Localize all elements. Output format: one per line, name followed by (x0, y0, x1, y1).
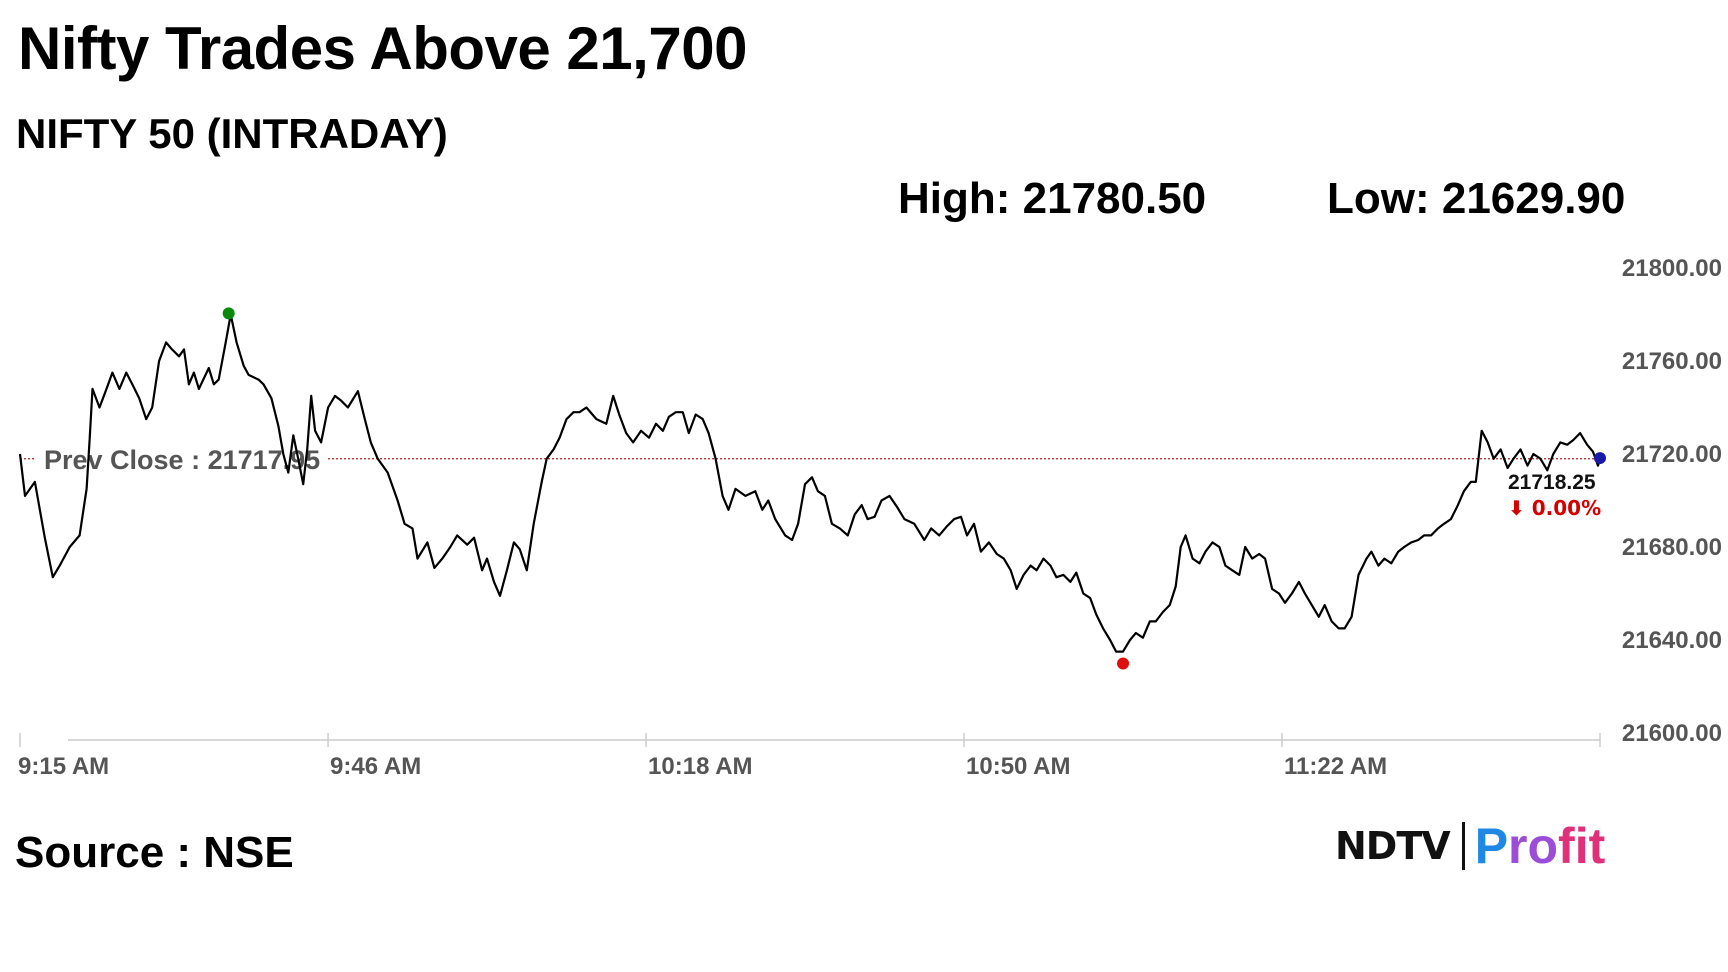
logo-profit: Profit (1474, 818, 1606, 874)
y-tick-label: 21680.00 (1622, 534, 1722, 561)
series-line-group (18, 313, 1602, 653)
chart-subtitle: NIFTY 50 (INTRADAY) (16, 110, 448, 157)
y-tick-label: 21640.00 (1622, 627, 1722, 654)
series-line (18, 313, 1602, 653)
high-marker (222, 307, 235, 320)
logo-ndtv: NDTV (1335, 824, 1451, 868)
logo-divider (1461, 822, 1465, 870)
x-axis: 9:15 AM 9:46 AM 10:18 AM 10:50 AM 11:22 AM (18, 733, 1601, 780)
high-value: High: 21780.50 (898, 174, 1207, 223)
source-note: Source : NSE (15, 828, 294, 877)
prev-close-label: Prev Close : 21717.95 (44, 445, 320, 475)
last-change-label: ⬇ 0.00% (1508, 496, 1601, 520)
low-marker (1117, 657, 1130, 670)
chart-title: Nifty Trades Above 21,700 (18, 15, 747, 82)
x-tick-label: 10:50 AM (966, 753, 1070, 780)
last-price-label: 21718.25 (1508, 471, 1596, 494)
y-tick-label: 21760.00 (1622, 348, 1722, 375)
x-tick-label: 9:15 AM (18, 753, 109, 780)
intraday-chart: 21800.00 21760.00 21720.00 21680.00 21640.00… (18, 255, 1722, 780)
y-tick-label: 21600.00 (1622, 720, 1722, 747)
prev-close-label-bg (36, 442, 328, 473)
low-value: Low: 21629.90 (1327, 174, 1626, 223)
y-tick-label: 21800.00 (1622, 255, 1722, 282)
x-tick-label: 9:46 AM (330, 753, 421, 780)
x-tick-label: 10:18 AM (648, 753, 752, 780)
y-tick-label: 21720.00 (1622, 441, 1722, 468)
x-tick-label: 11:22 AM (1284, 753, 1387, 780)
y-axis: 21800.00 21760.00 21720.00 21680.00 21640.00… (1622, 255, 1722, 747)
ndtv-profit-logo: NDTV Profit (1335, 816, 1605, 876)
last-marker (1594, 452, 1606, 465)
